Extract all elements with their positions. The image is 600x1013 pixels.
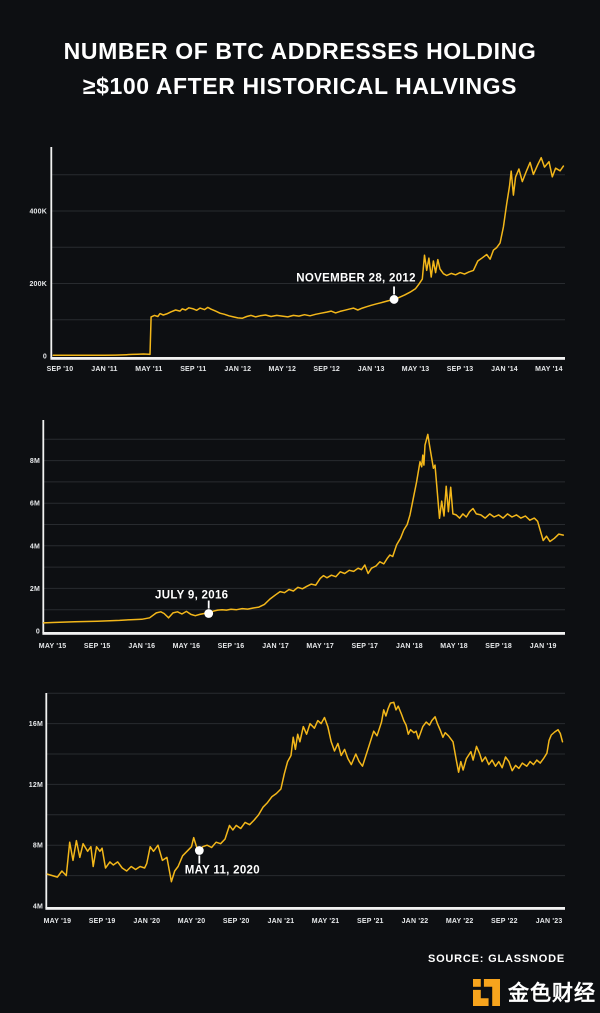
jinse-logo-text: 金色财经 (508, 982, 596, 1005)
halving-marker-label: NOVEMBER 28, 2012 (296, 272, 416, 284)
x-tick-label: SEP '22 (491, 918, 518, 925)
x-tick-label: SEP '18 (485, 643, 512, 650)
x-tick-label: MAY '13 (402, 366, 430, 373)
y-tick-label: 400K (29, 209, 47, 216)
x-tick-label: JAN '17 (262, 643, 289, 650)
halving-marker-dot (389, 295, 399, 304)
x-tick-label: MAY '17 (306, 643, 334, 650)
x-tick-label: JAN '18 (396, 643, 423, 650)
x-axis-line (42, 632, 565, 635)
y-axis-line (42, 420, 45, 633)
x-tick-label: SEP '21 (357, 918, 384, 925)
x-tick-label: SEP '17 (351, 643, 378, 650)
x-tick-label: JAN '20 (133, 918, 160, 925)
halving-marker-dot (194, 846, 204, 855)
x-tick-label: JAN '19 (530, 643, 557, 650)
y-axis-line (45, 693, 48, 908)
page-title: NUMBER OF BTC ADDRESSES HOLDING ≥$100 AF… (0, 34, 600, 104)
x-tick-label: JAN '22 (402, 918, 429, 925)
x-tick-label: SEP '15 (84, 643, 111, 650)
jinse-logo-icon (473, 978, 500, 1006)
x-tick-label: SEP '12 (313, 366, 340, 373)
y-tick-label: 200K (29, 281, 47, 288)
y-tick-label: 0 (43, 354, 47, 361)
x-tick-label: SEP '19 (89, 918, 116, 925)
x-tick-label: MAY '18 (440, 643, 468, 650)
page-title-line2: ≥$100 AFTER HISTORICAL HALVINGS (82, 73, 518, 99)
y-tick-label: 4M (30, 543, 40, 550)
series-line (52, 156, 565, 357)
x-tick-label: MAY '15 (39, 643, 67, 650)
page-title-line1: NUMBER OF BTC ADDRESSES HOLDING (63, 38, 537, 64)
chart-1: 0 200K 400K SEP '10 JAN '11 MAY '11 SEP '11 JAN… (29, 147, 565, 373)
halving-marker-dot (204, 609, 214, 618)
series-line (46, 701, 564, 883)
x-tick-label: SEP '10 (47, 366, 74, 373)
x-tick-label: JAN '23 (536, 918, 563, 925)
x-tick-label: MAY '19 (44, 918, 72, 925)
source-credit: SOURCE: GLASSNODE (427, 953, 565, 965)
x-tick-label: MAY '14 (535, 366, 563, 373)
x-tick-label: MAY '21 (312, 918, 340, 925)
y-tick-label: 4M (33, 904, 43, 911)
chart-3: 4M 8M 12M 16M MAY '19 SEP '19 JAN '20 MAY '20 SE… (29, 692, 565, 925)
x-axis-line (50, 357, 565, 360)
chart-2: 0 2M 4M 6M 8M MAY '15 SEP '15 JAN '16 MAY '16 SEP… (30, 420, 565, 650)
halving-marker-label: MAY 11, 2020 (185, 865, 260, 877)
x-tick-label: JAN '13 (358, 366, 385, 373)
x-tick-label: SEP '20 (223, 918, 250, 925)
x-tick-label: SEP '11 (180, 366, 206, 373)
y-tick-label: 2M (30, 586, 40, 593)
x-tick-label: MAY '12 (268, 366, 296, 373)
x-tick-label: JAN '21 (267, 918, 294, 925)
x-tick-label: JAN '16 (128, 643, 155, 650)
x-tick-label: JAN '11 (91, 366, 117, 373)
y-axis-line (50, 147, 53, 358)
jinse-finance-logo: 金色财经 (472, 977, 596, 1007)
series-line (42, 433, 565, 624)
x-axis-line (45, 907, 565, 910)
x-tick-label: MAY '20 (178, 918, 206, 925)
x-tick-label: MAY '22 (446, 918, 474, 925)
y-tick-label: 8M (30, 458, 40, 465)
y-tick-label: 6M (30, 501, 40, 508)
x-tick-label: MAY '11 (135, 366, 162, 373)
y-tick-label: 8M (33, 843, 43, 850)
x-tick-label: MAY '16 (173, 643, 201, 650)
y-tick-label: 16M (29, 721, 43, 728)
y-tick-label: 12M (29, 782, 43, 789)
halving-marker-label: JULY 9, 2016 (155, 590, 228, 602)
x-tick-label: JAN '14 (491, 366, 518, 373)
y-tick-label: 0 (36, 629, 40, 636)
x-tick-label: JAN '12 (224, 366, 251, 373)
x-tick-label: SEP '13 (447, 366, 474, 373)
x-tick-label: SEP '16 (218, 643, 245, 650)
